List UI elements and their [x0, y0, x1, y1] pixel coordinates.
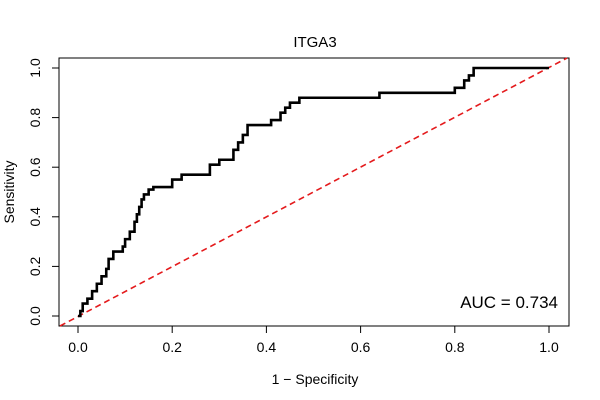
y-tick-label: 0.8	[27, 108, 43, 128]
x-tick-label: 0.6	[351, 339, 371, 355]
y-tick-label: 1.0	[27, 58, 43, 78]
series-layer	[59, 57, 568, 327]
chart-title: ITGA3	[293, 34, 336, 51]
y-tick-label: 0.2	[27, 256, 43, 276]
x-tick-label: 0.8	[445, 339, 465, 355]
x-axis-label: 1 − Specificity	[272, 371, 359, 387]
y-tick-label: 0.6	[27, 157, 43, 177]
y-axis: 0.0 0.2 0.4 0.6 0.8 1.0	[27, 58, 60, 326]
x-tick-label: 0.4	[257, 339, 277, 355]
x-axis: 0.0 0.2 0.4 0.6 0.8 1.0	[68, 325, 559, 355]
y-axis-label: Sensitivity	[1, 160, 17, 223]
roc-curve-line	[78, 66, 549, 318]
y-tick-label: 0.4	[27, 207, 43, 227]
x-tick-label: 0.2	[162, 339, 182, 355]
y-tick-label: 0.0	[27, 306, 43, 326]
x-tick-label: 1.0	[539, 339, 559, 355]
x-tick-label: 0.0	[68, 339, 88, 355]
reference-diagonal-line	[59, 57, 568, 327]
auc-annotation: AUC = 0.734	[460, 293, 558, 312]
